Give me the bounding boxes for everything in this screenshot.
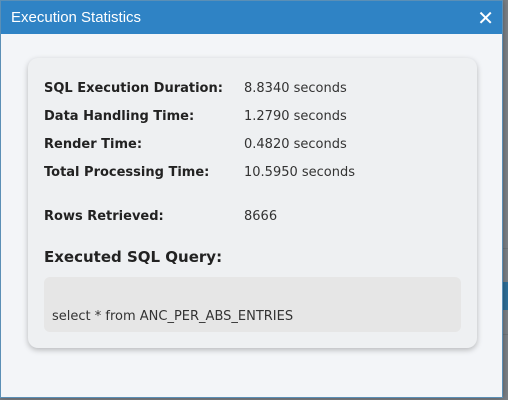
- sql-query-box: select * from ANC_PER_ABS_ENTRIES: [44, 277, 461, 332]
- stat-value: 8.8340 seconds: [244, 81, 347, 96]
- stat-label: Rows Retrieved:: [44, 209, 164, 224]
- stat-value: 8666: [244, 209, 278, 224]
- sql-query-text: select * from ANC_PER_ABS_ENTRIES: [52, 309, 294, 324]
- stat-value: 0.4820 seconds: [244, 137, 347, 152]
- dialog-title: Execution Statistics: [11, 9, 142, 26]
- close-icon[interactable]: ✕: [477, 5, 494, 30]
- stat-value: 10.5950 seconds: [244, 165, 356, 180]
- stat-value: 1.2790 seconds: [244, 109, 347, 124]
- stat-label: Data Handling Time:: [44, 109, 195, 124]
- stat-label: Render Time:: [44, 137, 143, 152]
- stat-label: SQL Execution Duration:: [44, 81, 223, 96]
- stat-row-data-handling: Data Handling Time: 1.2790 seconds: [44, 109, 347, 124]
- stat-label: Total Processing Time:: [44, 165, 210, 180]
- statistics-card: SQL Execution Duration: 8.8340 seconds Da…: [28, 58, 477, 348]
- stat-row-render-time: Render Time: 0.4820 seconds: [44, 137, 347, 152]
- background-tab-strip: [502, 282, 508, 310]
- dialog-titlebar: Execution Statistics ✕: [1, 1, 502, 34]
- sql-query-heading: Executed SQL Query:: [44, 248, 223, 266]
- stat-row-sql-execution: SQL Execution Duration: 8.8340 seconds: [44, 81, 347, 96]
- stat-row-total-processing: Total Processing Time: 10.5950 seconds: [44, 165, 355, 180]
- stat-row-rows-retrieved: Rows Retrieved: 8666: [44, 209, 277, 224]
